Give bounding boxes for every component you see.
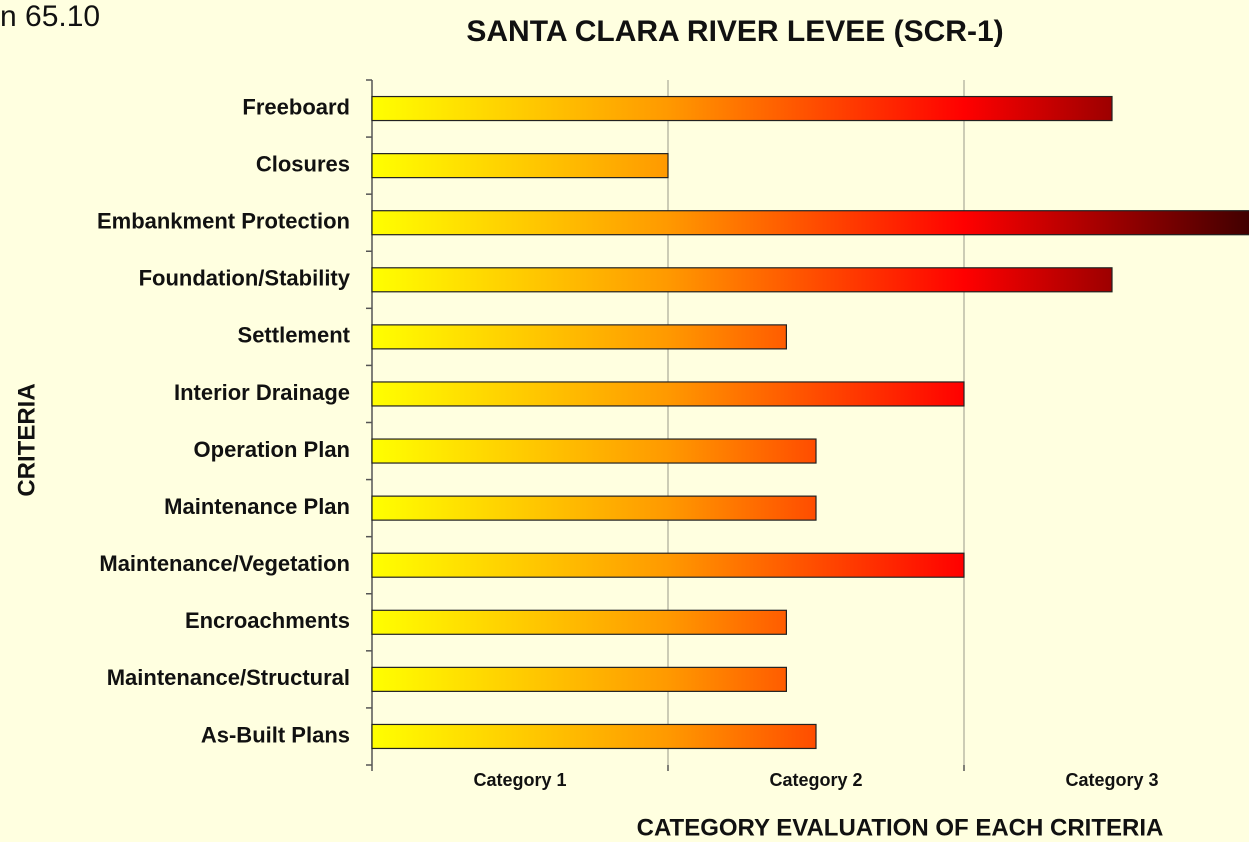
y-tick-label: Maintenance/Structural: [107, 665, 350, 690]
bar: [371, 609, 787, 635]
y-tick-label: Foundation/Stability: [139, 266, 351, 291]
y-tick-label: Maintenance/Vegetation: [99, 551, 350, 576]
y-tick-label: As-Built Plans: [201, 722, 350, 747]
y-tick-label: Embankment Protection: [97, 209, 350, 234]
bar: [371, 95, 1113, 122]
y-tick-label: Maintenance Plan: [164, 494, 350, 519]
bar: [371, 153, 669, 179]
bar: [371, 552, 965, 578]
bar: [371, 723, 817, 750]
y-tick-label: Settlement: [238, 323, 351, 348]
y-tick-label: Closures: [256, 151, 350, 176]
category-band-label: Category 3: [1065, 770, 1158, 790]
y-tick-label: Freeboard: [242, 94, 350, 119]
y-tick-label: Operation Plan: [194, 437, 350, 462]
x-axis-label: CATEGORY EVALUATION OF EACH CRITERIA: [637, 814, 1164, 841]
bar: [371, 210, 1249, 236]
y-tick-label: Interior Drainage: [174, 380, 350, 405]
corner-text: n 65.10: [0, 0, 100, 33]
y-axis-label: CRITERIA: [13, 383, 40, 496]
bar: [371, 381, 965, 407]
category-band-label: Category 2: [769, 770, 862, 790]
bar: [371, 324, 787, 350]
bar: [371, 438, 817, 464]
bar: [371, 495, 817, 521]
category-band-label: Category 1: [473, 770, 566, 790]
bar: [371, 666, 787, 692]
y-tick-label: Encroachments: [185, 608, 350, 633]
chart-title: SANTA CLARA RIVER LEVEE (SCR-1): [466, 15, 1003, 48]
bar: [371, 267, 1113, 293]
